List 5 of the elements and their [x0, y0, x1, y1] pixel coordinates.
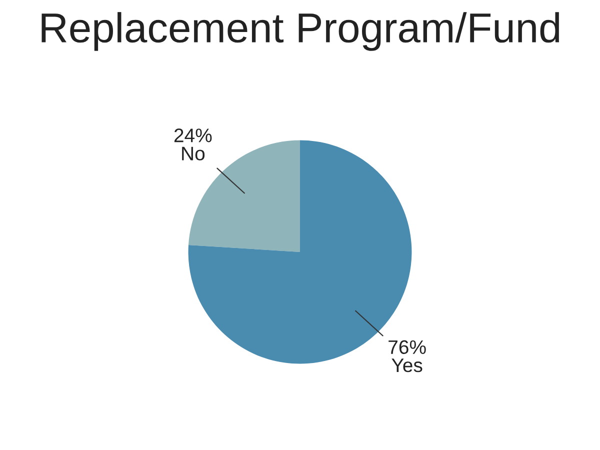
chart-title: Replacement Program/Fund [42, 12, 560, 51]
data-label: 76% [388, 340, 426, 354]
data-label: 24% [174, 128, 212, 142]
slice-label: No [182, 146, 205, 160]
slice-label: Yes [392, 358, 422, 372]
